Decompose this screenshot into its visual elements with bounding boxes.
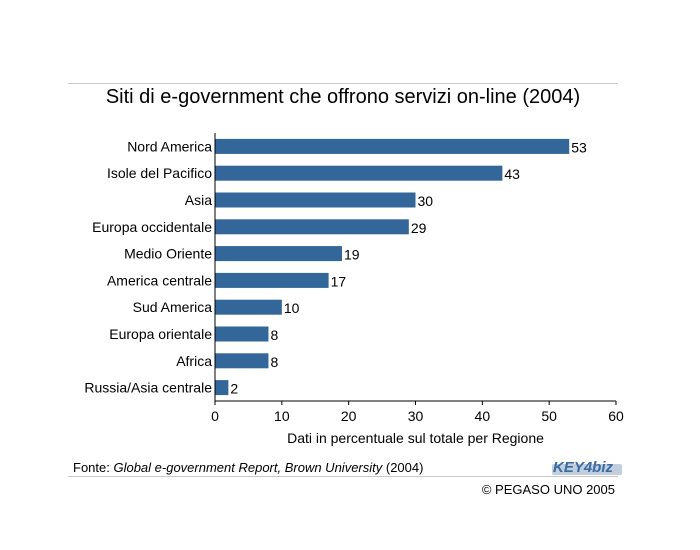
x-axis-title: Dati in percentuale sul totale per Regio… — [287, 430, 544, 446]
source-suffix: (2004) — [382, 460, 424, 475]
category-label: Isole del Pacifico — [107, 165, 212, 181]
x-tick-label: 30 — [408, 408, 424, 424]
x-tick-label: 50 — [541, 408, 557, 424]
value-label: 30 — [418, 193, 434, 209]
source-note: Fonte: Global e-government Report, Brown… — [73, 460, 423, 475]
copyright-text: © PEGASO UNO 2005 — [481, 482, 615, 497]
category-label: Medio Oriente — [124, 246, 212, 262]
value-label: 43 — [504, 166, 520, 182]
bar — [215, 380, 229, 396]
key4biz-logo: KEY4biz — [552, 459, 622, 476]
source-title: Global e-government Report, Brown Univer… — [113, 460, 383, 475]
x-tick-label: 20 — [341, 408, 357, 424]
category-label: Nord America — [127, 138, 212, 154]
value-label: 10 — [284, 300, 300, 316]
category-label: Sud America — [133, 299, 213, 315]
x-tick-label: 40 — [475, 408, 491, 424]
bar — [215, 138, 570, 154]
x-tick-label: 60 — [608, 408, 624, 424]
category-label: Africa — [176, 353, 212, 369]
footer-rule — [68, 476, 618, 477]
top-rule — [68, 83, 618, 84]
category-label: Russia/Asia centrale — [84, 380, 212, 396]
value-label: 8 — [270, 354, 278, 370]
value-label: 29 — [411, 220, 427, 236]
bar — [215, 165, 503, 181]
bar — [215, 299, 282, 315]
source-prefix: Fonte: — [73, 460, 114, 475]
logo-text: KEY4biz — [553, 459, 614, 476]
x-tick-label: 0 — [211, 408, 219, 424]
category-label: America centrale — [107, 272, 212, 288]
value-label: 2 — [230, 381, 238, 397]
bar — [215, 246, 342, 262]
value-label: 19 — [344, 247, 360, 263]
bar — [215, 192, 416, 208]
category-label: Europa occidentale — [92, 219, 212, 235]
chart-title: Siti di e-government che offrono servizi… — [105, 86, 581, 108]
bar — [215, 272, 329, 288]
category-label: Europa orientale — [109, 326, 212, 342]
bar — [215, 219, 409, 235]
value-label: 8 — [270, 327, 278, 343]
value-label: 17 — [331, 273, 347, 289]
value-label: 53 — [571, 139, 587, 155]
x-tick-label: 10 — [274, 408, 290, 424]
bar — [215, 353, 269, 369]
bar — [215, 326, 269, 342]
category-label: Asia — [185, 192, 212, 208]
